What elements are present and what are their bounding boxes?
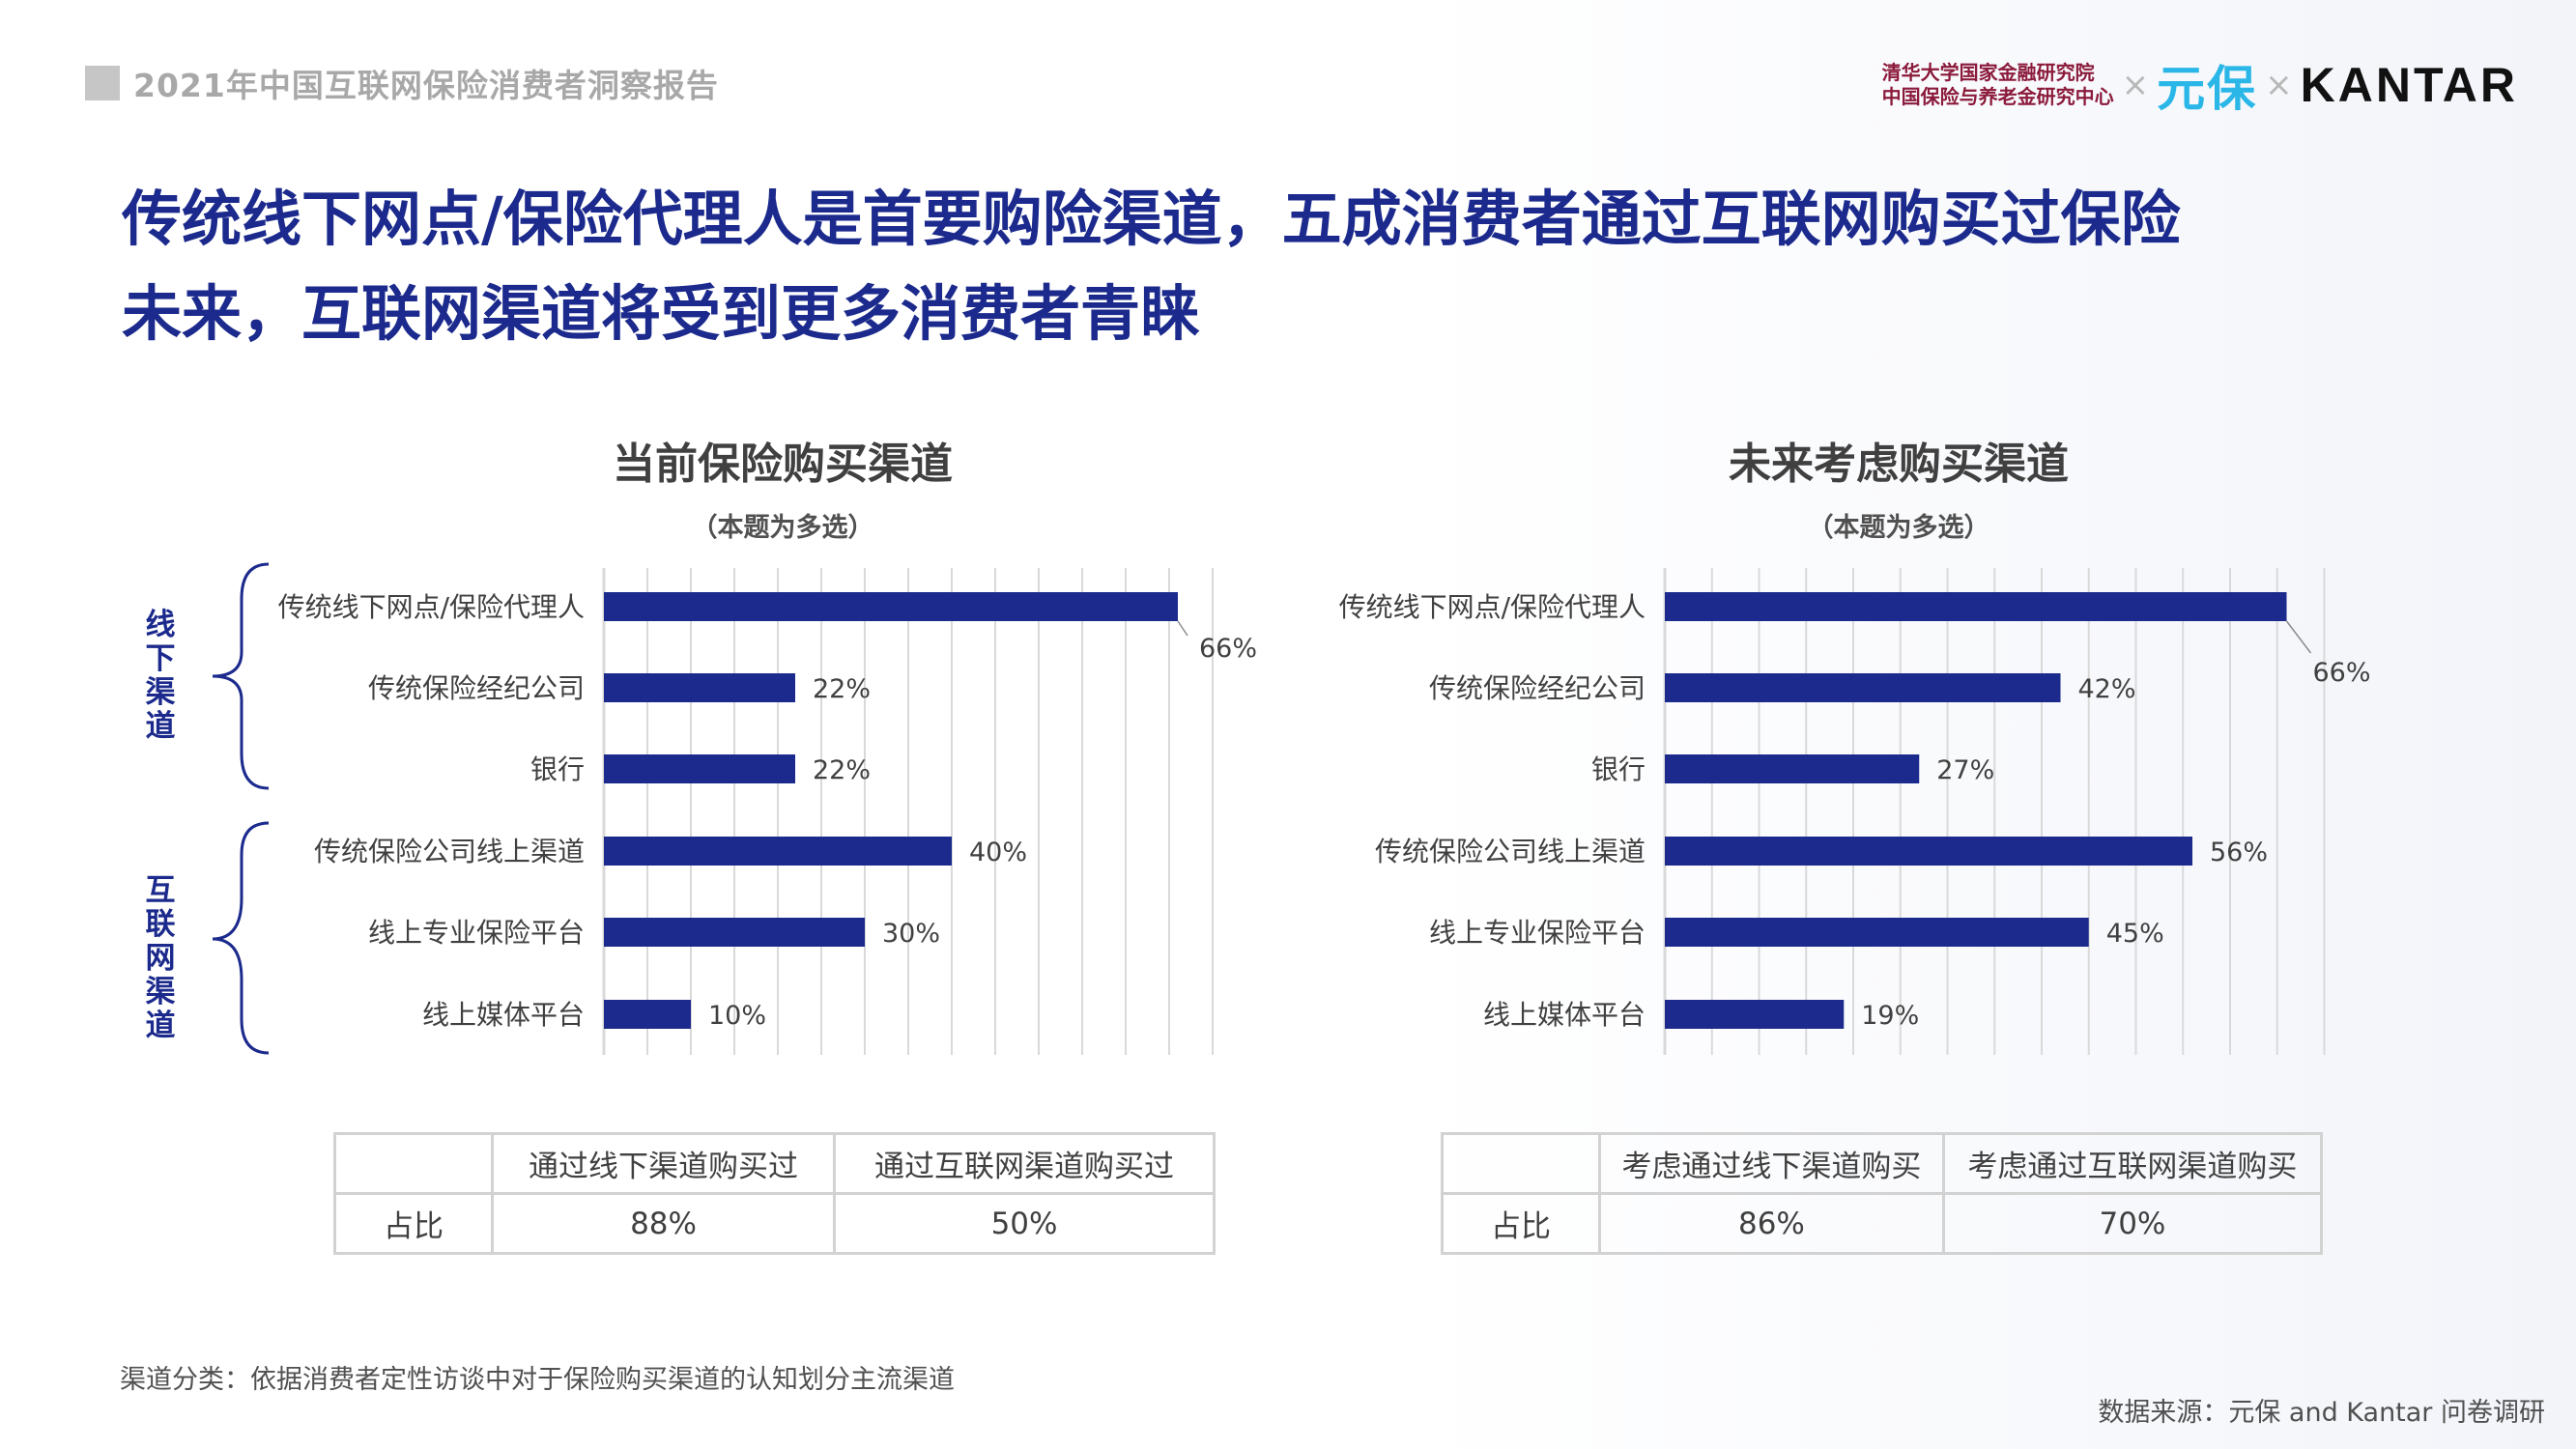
table-header-row: 考虑通过线下渠道购买 考虑通过互联网渠道购买 (1441, 1132, 2324, 1195)
category-label: 传统保险经纪公司 (368, 672, 585, 704)
chart-title-future: 未来考虑购买渠道 (1729, 440, 2069, 489)
data-label: 42% (2078, 674, 2136, 704)
category-label: 银行 (1591, 753, 1646, 785)
cross-icon: × (2121, 66, 2150, 104)
table-header-cell: 考虑通过互联网渠道购买 (1941, 1132, 2324, 1195)
bar (604, 837, 952, 866)
bar (1665, 592, 2287, 621)
tsinghua-logo-line1: 清华大学国家金融研究院 (1881, 61, 2095, 84)
category-label: 传统保险经纪公司 (1429, 672, 1646, 704)
table-corner-cell (333, 1132, 494, 1195)
offline-brace (212, 562, 270, 790)
summary-table-current: 通过线下渠道购买过 通过互联网渠道购买过 占比 88% 50% (333, 1132, 1216, 1255)
bar (1665, 754, 1920, 783)
cross-icon: × (2265, 66, 2293, 104)
table-row: 占比 86% 70% (1441, 1192, 2324, 1255)
bar (1665, 837, 2192, 866)
bar (604, 754, 795, 783)
bar (1665, 1000, 1845, 1029)
table-row-label: 占比 (1441, 1192, 1601, 1255)
slide-title-line2: 未来，互联网渠道将受到更多消费者青睐 (122, 278, 1201, 349)
category-label: 传统线下网点/保险代理人 (1339, 591, 1646, 623)
bar (604, 1000, 691, 1029)
table-header-row: 通过线下渠道购买过 通过互联网渠道购买过 (333, 1132, 1216, 1195)
group-label-offline: 线 下 渠 道 (145, 608, 176, 744)
table-corner-cell (1441, 1132, 1601, 1195)
table-cell: 50% (833, 1192, 1216, 1255)
bar (604, 918, 865, 947)
data-label: 30% (882, 919, 940, 949)
slide-title: 传统线下网点/保险代理人是首要购险渠道，五成消费者通过互联网购买过保险 未来，互… (122, 172, 2518, 361)
table-cell: 88% (490, 1192, 837, 1255)
report-title: 2021年中国互联网保险消费者洞察报告 (133, 67, 719, 104)
category-label: 传统线下网点/保险代理人 (278, 591, 585, 623)
category-label: 传统保险公司线上渠道 (1375, 836, 1646, 867)
footnote: 渠道分类：依据消费者定性访谈中对于保险购买渠道的认知划分主流渠道 (120, 1365, 955, 1395)
data-source: 数据来源：元保 and Kantar 问卷调研 (2098, 1398, 2545, 1428)
data-label: 56% (2210, 838, 2268, 867)
partner-logos: 清华大学国家金融研究院 中国保险与养老金研究中心 × 元保 × KANTAR (1882, 50, 2518, 120)
bar (1665, 918, 2089, 947)
category-label: 线上媒体平台 (422, 999, 585, 1031)
category-label: 银行 (530, 753, 585, 785)
data-label: 22% (813, 755, 871, 785)
table-row: 占比 88% 50% (333, 1192, 1216, 1255)
data-label: 19% (1861, 1001, 1919, 1031)
bar (604, 592, 1178, 621)
table-cell: 86% (1598, 1192, 1945, 1255)
kantar-logo: KANTAR (2300, 58, 2518, 112)
chart-subtitle-current: （本题为多选） (691, 513, 874, 543)
data-label: 66% (1199, 634, 1257, 664)
bar (1665, 673, 2061, 702)
summary-table-future: 考虑通过线下渠道购买 考虑通过互联网渠道购买 占比 86% 70% (1441, 1132, 2324, 1255)
chart-subtitle-future: （本题为多选） (1807, 513, 1990, 543)
group-braces (212, 562, 270, 1055)
table-cell: 70% (1941, 1192, 2324, 1255)
data-label: 27% (1936, 755, 1994, 785)
header-marker (85, 66, 120, 100)
table-header-cell: 考虑通过线下渠道购买 (1598, 1132, 1945, 1195)
online-brace (212, 821, 270, 1055)
slide-title-line1: 传统线下网点/保险代理人是首要购险渠道，五成消费者通过互联网购买过保险 (122, 184, 2181, 254)
table-row-label: 占比 (333, 1192, 494, 1255)
tsinghua-logo-line2: 中国保险与养老金研究中心 (1881, 85, 2114, 108)
data-label: 22% (813, 674, 871, 704)
table-header-cell: 通过互联网渠道购买过 (833, 1132, 1216, 1195)
category-label: 线上专业保险平台 (1429, 917, 1646, 949)
chart-title-current: 当前保险购买渠道 (613, 440, 953, 489)
data-label: 40% (969, 838, 1027, 867)
bar (604, 673, 795, 702)
category-label: 线上专业保险平台 (368, 917, 585, 949)
data-label: 66% (2313, 658, 2371, 688)
data-label: 10% (708, 1001, 766, 1031)
leader-line (2285, 620, 2312, 654)
category-label: 线上媒体平台 (1483, 999, 1646, 1031)
group-label-online: 互 联 网 渠 道 (145, 873, 176, 1043)
leader-line (1177, 620, 1188, 637)
yuanbao-logo: 元保 (2157, 61, 2258, 117)
tsinghua-logo: 清华大学国家金融研究院 中国保险与养老金研究中心 (1882, 61, 2114, 109)
data-label: 45% (2106, 919, 2164, 949)
table-header-cell: 通过线下渠道购买过 (490, 1132, 837, 1195)
category-label: 传统保险公司线上渠道 (314, 836, 585, 867)
